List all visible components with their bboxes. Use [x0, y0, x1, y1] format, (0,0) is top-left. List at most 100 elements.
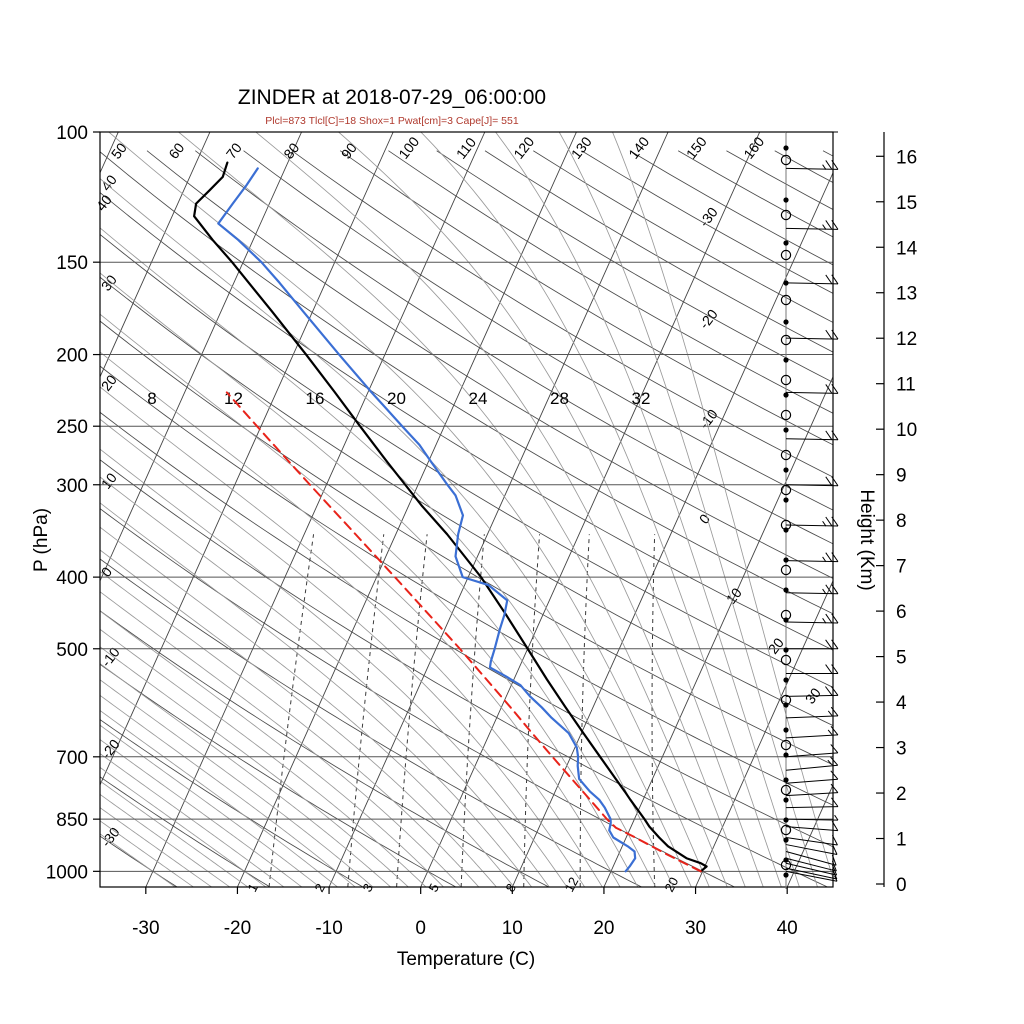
wind-level-marker-open: [780, 154, 792, 166]
t-tick-label: 40: [777, 918, 798, 939]
wind-level-marker-open: [780, 334, 792, 346]
wind-level-marker: [783, 557, 789, 563]
dry-adiabat-line: [100, 233, 833, 688]
p-tick-label: 850: [56, 810, 88, 831]
moist-adiabat-line: [100, 766, 267, 887]
isotherm-line: [603, 375, 833, 887]
wind-barb: [785, 844, 838, 855]
moist-adiabat-line: [100, 780, 249, 887]
wind-barb: [786, 664, 839, 674]
moist-adiabat-line: [255, 132, 746, 887]
wind-barb: [785, 770, 839, 784]
wind-level-marker: [783, 777, 789, 783]
wind-level-marker: [783, 319, 789, 325]
p-tick-label: 500: [56, 640, 88, 661]
wind-level-marker-open: [780, 484, 792, 496]
wind-level-marker: [783, 427, 789, 433]
moist-adiabat-layer: 8 12 16 20 24 28 32: [100, 132, 833, 887]
t-tick-label: 0: [415, 918, 426, 939]
p-tick-label: 1000: [46, 862, 88, 883]
wind-level-marker: [783, 837, 789, 843]
t-tick-label: -10: [315, 918, 342, 939]
wind-level-marker: [783, 240, 789, 246]
plot-frame: [99, 131, 834, 888]
t-tick-label: 10: [502, 918, 523, 939]
height-tick-label: 12: [896, 329, 917, 350]
sounding-curves: [193, 161, 708, 873]
wind-barb: [785, 814, 839, 821]
isotherm-line: [695, 579, 833, 887]
wind-level-marker-open: [780, 859, 792, 871]
isotherm-line: [511, 171, 833, 887]
dry-adiabat-line: [243, 150, 833, 511]
wind-level-marker-open: [780, 694, 792, 706]
moist-adiabat-line: [100, 386, 603, 887]
isotherm-line: [328, 132, 669, 887]
wind-barb: [785, 384, 839, 394]
moist-adiabat-line: [100, 448, 568, 887]
dry-adiabat-line: [100, 192, 833, 651]
wind-barb: [785, 613, 839, 624]
wind-level-marker-open: [780, 374, 792, 386]
moist-adiabat-line: [100, 820, 195, 887]
t-tick-label: -30: [132, 918, 159, 939]
mixing-ratio-label: 12: [561, 875, 581, 895]
p-tick-label: 300: [56, 476, 88, 497]
moist-adiabat-line: [108, 132, 710, 887]
moist-adiabat-line: [100, 418, 586, 887]
dry-adiabat-line: [339, 150, 833, 446]
dry-adiabat-line: [100, 276, 833, 727]
height-tick-label: 0: [896, 875, 907, 896]
wind-level-marker-open: [780, 449, 792, 461]
moist-adiabat-line: [100, 753, 285, 887]
moist-adiabat-label: 28: [550, 389, 569, 408]
dry-adiabat-line: [195, 150, 833, 545]
moist-adiabat-line: [100, 724, 321, 887]
wind-level-marker: [783, 727, 789, 733]
moist-adiabat-line: [100, 549, 497, 887]
moist-adiabat-line: [612, 132, 833, 880]
dry-adiabat-line: [100, 610, 549, 887]
wind-barb: [785, 686, 839, 697]
wind-barb: [785, 430, 839, 441]
p-tick-label: 400: [56, 568, 88, 589]
dry-adiabat-line: [100, 719, 364, 887]
wind-level-marker: [783, 497, 789, 503]
moist-adiabat-line: [338, 132, 764, 887]
wind-barb: [785, 516, 839, 527]
wind-barb: [785, 220, 839, 230]
height-tick-label: 8: [896, 511, 907, 532]
wind-level-marker: [783, 197, 789, 203]
height-tick-label: 9: [896, 466, 907, 487]
height-tick-label: 6: [896, 602, 907, 623]
wind-level-marker-open: [780, 824, 792, 836]
wind-level-marker: [783, 647, 789, 653]
moist-adiabat-line: [100, 739, 303, 887]
moist-adiabat-line: [100, 178, 692, 887]
moist-adiabat-line: [100, 663, 392, 887]
wind-level-marker: [783, 280, 789, 286]
moist-adiabat-line: [100, 351, 621, 887]
moist-adiabat-line: [100, 227, 674, 887]
p-tick-label: 150: [56, 253, 88, 274]
y2-axis-label: Height (Km): [856, 489, 877, 590]
wind-barb: [785, 756, 839, 771]
wind-barb: [785, 274, 839, 285]
wind-barb: [785, 726, 839, 739]
height-tick-label: 2: [896, 784, 907, 805]
moist-adiabat-line: [100, 591, 462, 887]
moist-adiabat-line: [100, 476, 550, 887]
wind-barb: [785, 744, 839, 758]
isobar-layer: [100, 131, 833, 872]
wind-barb: [785, 476, 839, 487]
moist-adiabat-line: [100, 526, 515, 887]
wind-level-marker-open: [780, 209, 792, 221]
x-axis-label: Temperature (C): [397, 949, 535, 970]
moist-adiabat-line: [100, 646, 409, 887]
moist-adiabat-label: 8: [147, 389, 156, 408]
moist-adiabat-label: 24: [469, 389, 488, 408]
wind-barb: [785, 552, 839, 563]
wind-level-marker: [783, 145, 789, 151]
moist-adiabat-line: [100, 628, 427, 887]
